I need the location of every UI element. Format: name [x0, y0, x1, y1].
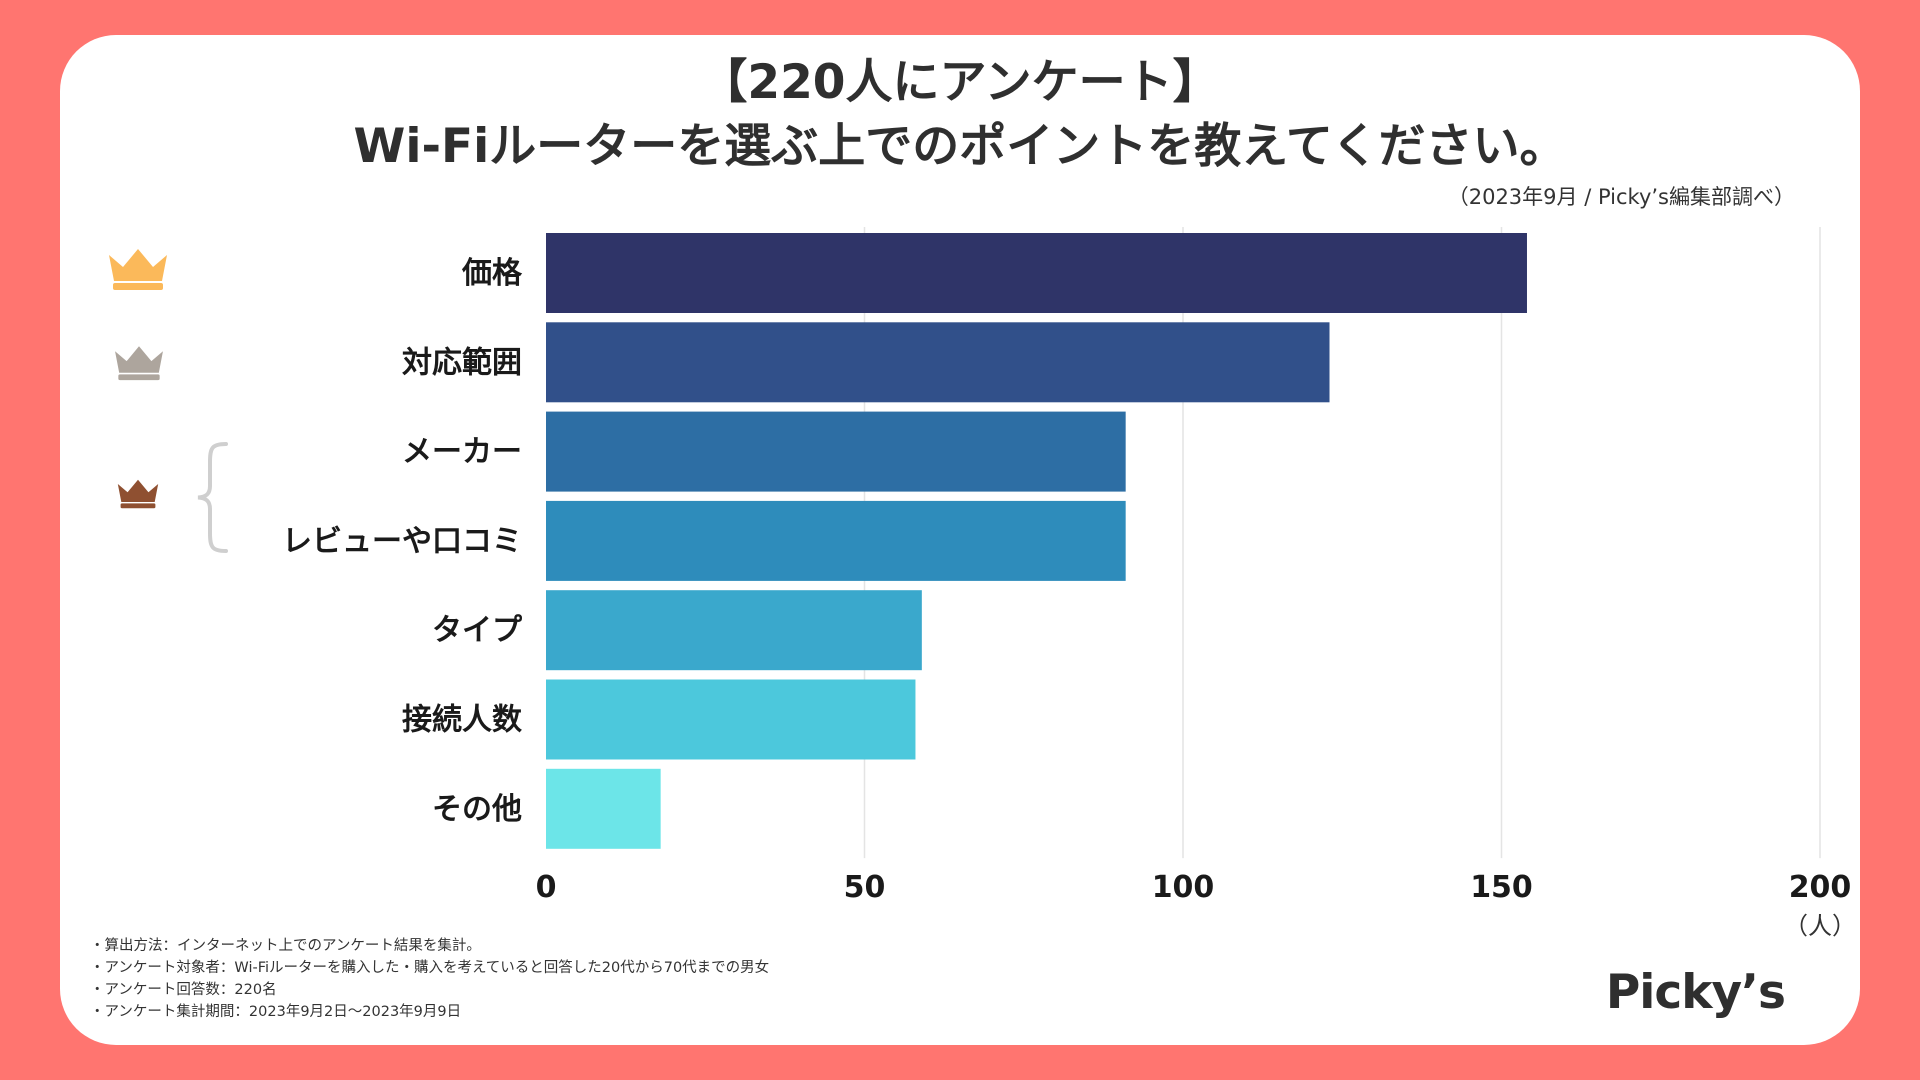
crown-band — [120, 503, 156, 509]
silver-crown-icon — [115, 346, 163, 381]
chart-title-line2: Wi-Fiルーターを選ぶ上でのポイントを教えてください。 — [353, 119, 1567, 174]
bar — [546, 500, 1126, 581]
chart-card: 【220人にアンケート】 Wi-Fiルーターを選ぶ上でのポイントを教えてください… — [60, 35, 1860, 1045]
crown-band — [118, 374, 160, 381]
bar — [546, 590, 922, 671]
bar — [546, 411, 1126, 492]
tie-brace — [197, 442, 228, 553]
bar — [546, 233, 1527, 313]
gold-crown-icon — [109, 249, 167, 290]
category-label: その他 — [432, 792, 522, 827]
note-line: ・算出方法：インターネット上でのアンケート結果を集計。 — [90, 938, 481, 954]
crown-shape — [117, 479, 159, 503]
x-tick-label: 150 — [1470, 870, 1533, 905]
x-tick-label: 200 — [1789, 870, 1852, 905]
bronze-crown-icon — [117, 479, 159, 509]
bar — [546, 768, 661, 849]
x-unit-label: （人） — [1784, 912, 1856, 940]
x-tick-label: 0 — [536, 870, 557, 905]
category-label: メーカー — [402, 435, 522, 470]
note-line: ・アンケート対象者：Wi-Fiルーターを購入した・購入を考えていると回答した20… — [90, 960, 770, 976]
crown-shape — [109, 249, 167, 281]
crown-shape — [115, 346, 163, 373]
chart-title-line1: 【220人にアンケート】 — [700, 55, 1220, 110]
x-tick-label: 100 — [1152, 870, 1215, 905]
note-line: ・アンケート回答数：220名 — [90, 982, 277, 998]
x-tick-label: 50 — [844, 870, 886, 905]
category-label: レビューや口コミ — [282, 524, 522, 559]
survey-notes: ・算出方法：インターネット上でのアンケート結果を集計。 ・アンケート対象者：Wi… — [90, 935, 769, 1023]
note-line: ・アンケート集計期間：2023年9月2日〜2023年9月9日 — [90, 1004, 462, 1020]
bar — [546, 679, 916, 760]
category-label: タイプ — [432, 613, 523, 648]
bar — [546, 322, 1330, 403]
category-label: 価格 — [461, 256, 523, 291]
crown-band — [113, 283, 163, 290]
category-label: 接続人数 — [402, 703, 523, 738]
brand-logo: Picky’s — [1605, 965, 1786, 1020]
category-label: 対応範囲 — [402, 345, 522, 380]
source-note: （2023年9月 / Picky’s編集部調べ） — [1447, 185, 1795, 209]
